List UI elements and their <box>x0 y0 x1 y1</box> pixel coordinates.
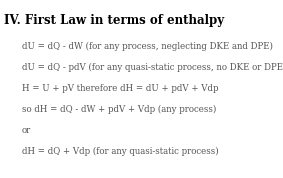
Text: dU = dQ - pdV (for any quasi-static process, no DKE or DPE): dU = dQ - pdV (for any quasi-static proc… <box>22 63 283 72</box>
Text: so dH = dQ - dW + pdV + Vdp (any process): so dH = dQ - dW + pdV + Vdp (any process… <box>22 105 216 114</box>
Text: or: or <box>22 126 31 135</box>
Text: dH = dQ + Vdp (for any quasi-static process): dH = dQ + Vdp (for any quasi-static proc… <box>22 147 219 156</box>
Text: dU = dQ - dW (for any process, neglecting DKE and DPE): dU = dQ - dW (for any process, neglectin… <box>22 42 273 51</box>
Text: H = U + pV therefore dH = dU + pdV + Vdp: H = U + pV therefore dH = dU + pdV + Vdp <box>22 84 218 93</box>
Text: IV. First Law in terms of enthalpy: IV. First Law in terms of enthalpy <box>4 14 224 27</box>
